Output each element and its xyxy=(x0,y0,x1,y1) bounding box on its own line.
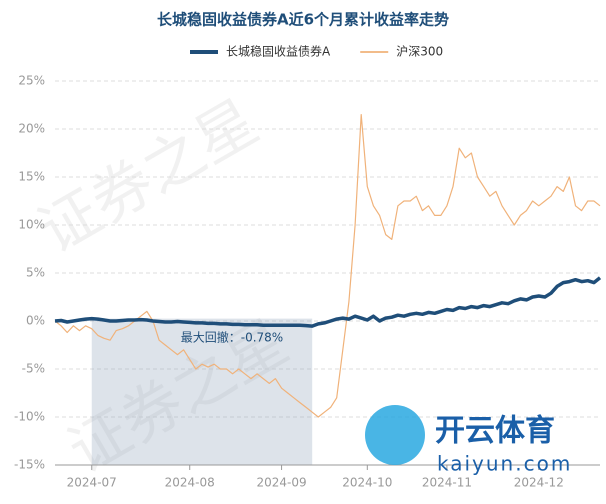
annotation: 最大回撤：-0.78% xyxy=(181,330,283,345)
y-tick-label: 5% xyxy=(26,266,45,280)
y-tick-label: -5% xyxy=(22,362,45,376)
series-line xyxy=(54,114,601,418)
y-tick-label: 0% xyxy=(26,314,45,328)
x-tick-label: 2024-12 xyxy=(514,476,564,490)
chart-title: 长城稳固收益债券A近6个月累计收益率走势 xyxy=(157,11,449,29)
logo-text: 开云体育 xyxy=(435,414,555,449)
legend-label: 长城稳固收益债券A xyxy=(226,44,331,59)
x-tick-label: 2024-10 xyxy=(342,476,392,490)
drawdown-area xyxy=(91,318,313,465)
y-tick-label: -10% xyxy=(14,410,45,424)
x-tick-label: 2024-11 xyxy=(422,476,472,490)
y-tick-label: 20% xyxy=(18,122,45,136)
y-tick-label: 10% xyxy=(18,218,45,232)
y-tick-label: 25% xyxy=(18,74,45,88)
y-tick-label: 15% xyxy=(18,170,45,184)
x-tick-label: 2024-07 xyxy=(67,476,117,490)
x-tick-label: 2024-09 xyxy=(257,476,307,490)
series-line xyxy=(54,276,602,328)
logo-url: kaiyun.com xyxy=(437,452,572,476)
x-tick-label: 2024-08 xyxy=(165,476,215,490)
y-tick-label: -15% xyxy=(14,458,45,472)
logo-mark xyxy=(365,405,425,465)
legend-label: 沪深300 xyxy=(396,45,443,59)
